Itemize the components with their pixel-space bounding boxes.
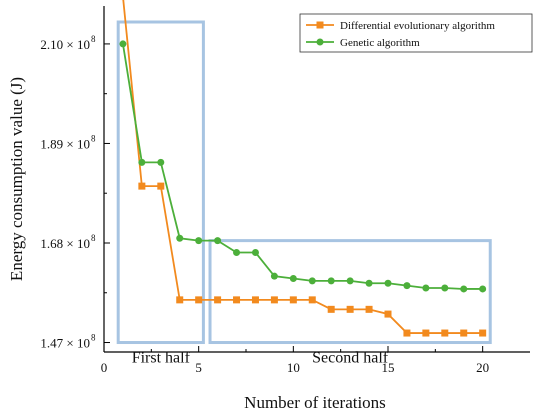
data-point <box>289 296 297 304</box>
data-point <box>214 237 222 245</box>
data-point <box>270 296 278 304</box>
legend-label: Genetic algorithm <box>340 37 420 49</box>
legend-box <box>299 13 533 53</box>
data-point <box>233 248 241 256</box>
data-point <box>441 284 449 292</box>
data-point <box>214 296 222 304</box>
y-tick-label: 2.10 × 10 <box>40 37 90 52</box>
highlight-box-1 <box>116 20 205 345</box>
highlight-label-2: Second half <box>312 350 389 367</box>
data-point <box>176 234 184 242</box>
data-point <box>157 182 165 190</box>
data-point <box>479 285 487 293</box>
data-point <box>422 329 430 337</box>
y-tick-label: 1.47 × 10 <box>40 336 90 351</box>
data-point <box>251 296 259 304</box>
x-tick-label: 10 <box>287 360 300 375</box>
data-point <box>233 296 241 304</box>
data-point <box>327 277 335 285</box>
x-tick-label: 0 <box>101 360 108 375</box>
data-point <box>195 296 203 304</box>
x-axis-title: Number of iterations <box>244 393 386 412</box>
data-point <box>460 329 468 337</box>
data-point <box>195 237 203 245</box>
data-point <box>346 277 354 285</box>
data-point <box>479 329 487 337</box>
highlight-box-2 <box>208 239 492 345</box>
data-point <box>119 40 127 48</box>
legend-marker <box>316 21 324 29</box>
series-layer <box>119 0 487 337</box>
y-tick-exponent: 8 <box>91 333 96 343</box>
data-point <box>251 248 259 256</box>
data-point <box>308 277 316 285</box>
series-1 <box>119 0 487 337</box>
data-point <box>346 305 354 313</box>
data-point <box>270 272 278 280</box>
legend-label: Differential evolutionary algorithm <box>340 20 495 32</box>
y-tick-exponent: 8 <box>91 133 96 143</box>
x-tick-label: 20 <box>476 360 489 375</box>
series-2 <box>119 40 487 293</box>
data-point <box>441 329 449 337</box>
plot-frame <box>103 6 530 353</box>
highlight-regions: First half Second half <box>116 20 492 367</box>
data-point <box>422 284 430 292</box>
data-point <box>289 275 297 283</box>
data-point <box>403 329 411 337</box>
data-point <box>365 279 373 287</box>
series-line <box>122 43 483 290</box>
x-tick-label: 5 <box>195 360 202 375</box>
y-tick-label: 1.68 × 10 <box>40 236 90 251</box>
data-point <box>157 158 165 166</box>
data-point <box>327 305 335 313</box>
x-tick-label: 15 <box>382 360 395 375</box>
y-tick-exponent: 8 <box>91 34 96 44</box>
data-point <box>365 305 373 313</box>
y-tick-exponent: 8 <box>91 233 96 243</box>
data-point <box>138 158 146 166</box>
data-point <box>384 279 392 287</box>
legend-marker <box>316 38 324 46</box>
y-axis-title: Energy consumption value (J) <box>7 77 26 281</box>
y-tick-label: 1.89 × 10 <box>40 136 90 151</box>
data-point <box>384 310 392 318</box>
legend: Differential evolutionary algorithm Genet… <box>299 13 533 53</box>
data-point <box>308 296 316 304</box>
data-point <box>460 285 468 293</box>
highlight-label-1: First half <box>132 350 191 367</box>
data-point <box>138 182 146 190</box>
axes: 0 5 10 15 201.47 × 10 81.68 × 10 81.89 × 10 82.… <box>7 34 489 412</box>
data-point <box>176 296 184 304</box>
data-point <box>403 282 411 290</box>
